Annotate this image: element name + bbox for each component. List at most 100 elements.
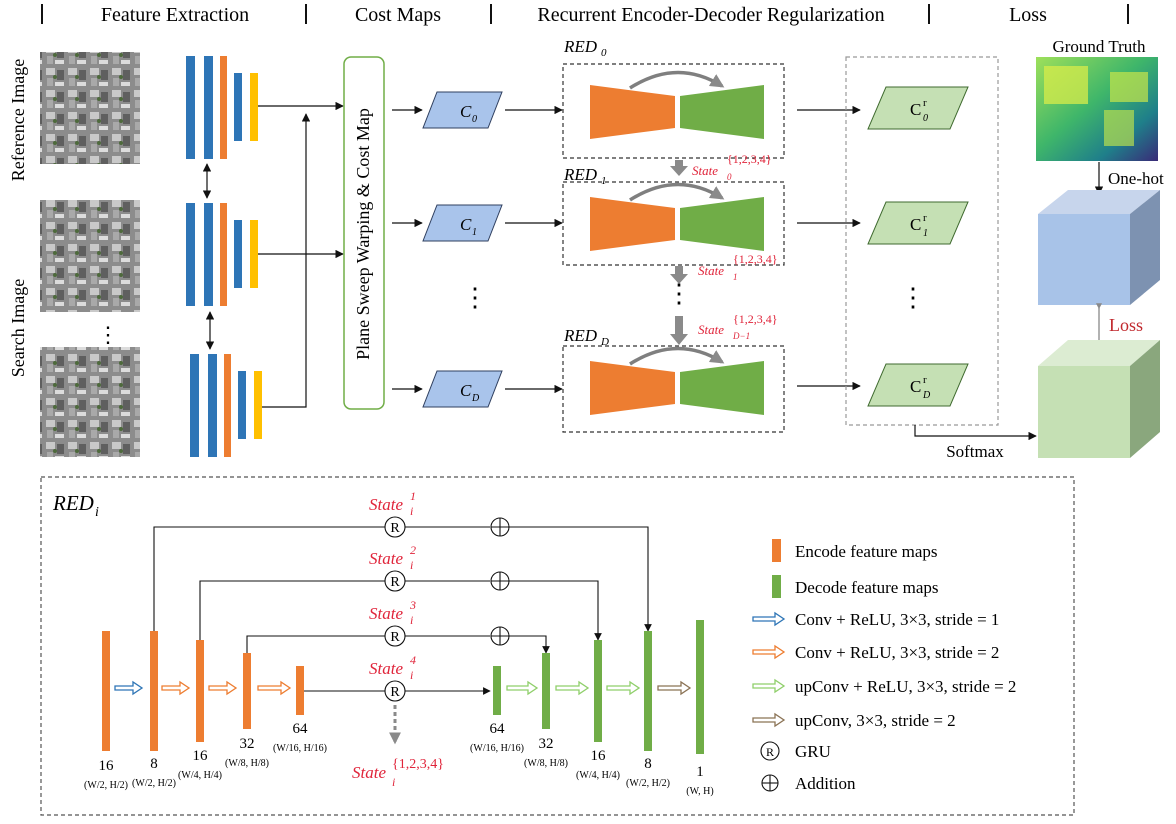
reference-image <box>40 52 140 164</box>
svg-text:i: i <box>410 668 413 682</box>
svg-text:i: i <box>410 613 413 627</box>
svg-text:State: State <box>352 763 386 782</box>
svg-text:(W/4, H/4): (W/4, H/4) <box>178 770 222 781</box>
svg-text:(W/4, H/4): (W/4, H/4) <box>576 770 620 781</box>
svg-text:State: State <box>369 549 403 568</box>
svg-text:0: 0 <box>601 47 607 59</box>
svg-text:State: State <box>369 659 403 678</box>
svg-text:16: 16 <box>99 758 115 774</box>
svg-text:r: r <box>923 97 927 109</box>
svg-text:i: i <box>410 558 413 572</box>
state-bottom-label: State {1,2,3,4} i <box>352 757 444 789</box>
cost-map-0: C 0 <box>422 91 503 129</box>
cost-map-1: C 1 <box>422 204 503 242</box>
gru-labels: R R R R <box>390 521 400 700</box>
svg-text:0: 0 <box>727 172 732 182</box>
svg-text:{1,2,3,4}: {1,2,3,4} <box>392 757 444 772</box>
skip-connections <box>153 526 652 695</box>
svg-text:R: R <box>390 575 400 590</box>
svg-text:2: 2 <box>410 543 416 557</box>
detail-state-labels: State 1 i State 2 i State 3 i State 4 i <box>369 489 416 682</box>
legend-gru-label: GRU <box>795 742 831 761</box>
svg-text:(W/2, H/2): (W/2, H/2) <box>626 778 670 789</box>
svg-text:State: State <box>369 604 403 623</box>
svg-text:r: r <box>923 212 927 224</box>
warp-arrows <box>392 105 423 394</box>
svg-text:C: C <box>460 102 472 121</box>
legend-conv1-arrow <box>752 611 786 627</box>
svg-text:RED: RED <box>563 37 598 56</box>
svg-text:C: C <box>460 381 472 400</box>
svg-text:RED: RED <box>52 491 94 515</box>
svg-text:C: C <box>910 100 921 119</box>
svg-text:C: C <box>910 215 921 234</box>
search-image-1 <box>40 200 140 312</box>
loss-label: Loss <box>1109 315 1143 335</box>
svg-text:32: 32 <box>539 736 554 752</box>
softmax-arrow <box>914 425 1037 441</box>
feature-extractor-2 <box>186 203 258 306</box>
search-image-label: Search Image <box>8 279 28 377</box>
legend-encode-label: Encode feature maps <box>795 542 938 561</box>
svg-text:8: 8 <box>150 756 158 772</box>
ground-truth-label: Ground Truth <box>1052 37 1146 56</box>
red-module-1: RED 1 <box>562 165 785 266</box>
detail-bars <box>102 620 704 754</box>
svg-text:State: State <box>698 263 724 278</box>
size-labels: (W/2, H/2) (W/2, H/2) (W/4, H/4) (W/8, H… <box>84 743 714 797</box>
legend-upconv-relu-label: upConv + ReLU, 3×3, stride = 2 <box>795 677 1016 696</box>
probability-volume-cube <box>1038 340 1160 458</box>
plane-sweep-box <box>343 56 385 410</box>
svg-text:64: 64 <box>293 721 309 737</box>
red-module-0: RED 0 <box>562 37 785 159</box>
one-hot-volume-cube <box>1038 190 1160 305</box>
legend-decode-swatch <box>772 575 781 598</box>
search-dots: ⋮ <box>97 322 119 347</box>
svg-text:1: 1 <box>472 227 477 238</box>
red-detail-title: RED i <box>52 491 99 520</box>
gru-nodes <box>384 516 406 702</box>
reg-maps-frame <box>845 56 999 426</box>
svg-text:C: C <box>460 215 472 234</box>
svg-text:{1,2,3,4}: {1,2,3,4} <box>727 152 772 166</box>
legend-addition-label: Addition <box>795 774 856 793</box>
svg-text:{1,2,3,4}: {1,2,3,4} <box>733 252 778 266</box>
feature-extractor-1 <box>186 56 258 159</box>
header-red: Recurrent Encoder-Decoder Regularization <box>537 4 884 26</box>
channel-labels: 16 8 16 32 64 64 32 16 8 1 <box>99 721 704 780</box>
legend-decode-label: Decode feature maps <box>795 578 938 597</box>
header: Feature Extraction Cost Maps Recurrent E… <box>41 4 1129 26</box>
detail-op-arrows <box>114 680 692 696</box>
svg-text:(W/2, H/2): (W/2, H/2) <box>132 778 176 789</box>
reg-map-d: C r D <box>867 363 969 407</box>
svg-text:State: State <box>698 322 724 337</box>
svg-text:{1,2,3,4}: {1,2,3,4} <box>733 312 778 326</box>
legend-conv1-label: Conv + ReLU, 3×3, stride = 1 <box>795 610 999 629</box>
legend-conv2-label: Conv + ReLU, 3×3, stride = 2 <box>795 643 999 662</box>
svg-text:16: 16 <box>193 748 209 764</box>
legend-upconv-label: upConv, 3×3, stride = 2 <box>795 711 956 730</box>
svg-text:r: r <box>923 374 927 386</box>
svg-text:R: R <box>390 630 400 645</box>
svg-text:1: 1 <box>410 489 416 503</box>
svg-text:i: i <box>410 504 413 518</box>
svg-text:R: R <box>390 521 400 536</box>
svg-text:1: 1 <box>696 764 704 780</box>
header-feature-extraction: Feature Extraction <box>101 4 249 26</box>
svg-text:i: i <box>392 775 395 789</box>
legend-conv2-arrow <box>752 644 786 660</box>
svg-text:1: 1 <box>601 175 607 187</box>
svg-text:D−1: D−1 <box>732 331 750 341</box>
reference-image-label: Reference Image <box>8 59 28 181</box>
svg-text:4: 4 <box>410 653 416 667</box>
svg-text:D: D <box>471 393 480 404</box>
svg-text:(W/16, H/16): (W/16, H/16) <box>273 743 327 754</box>
red-module-d: RED D <box>562 326 785 433</box>
legend: Encode feature maps Decode feature maps … <box>752 539 1016 793</box>
svg-text:1: 1 <box>733 272 738 282</box>
legend-gru-icon <box>760 741 780 761</box>
reg-map-dots: ⋮ <box>900 283 926 312</box>
svg-text:16: 16 <box>591 748 607 764</box>
svg-text:State: State <box>692 163 718 178</box>
